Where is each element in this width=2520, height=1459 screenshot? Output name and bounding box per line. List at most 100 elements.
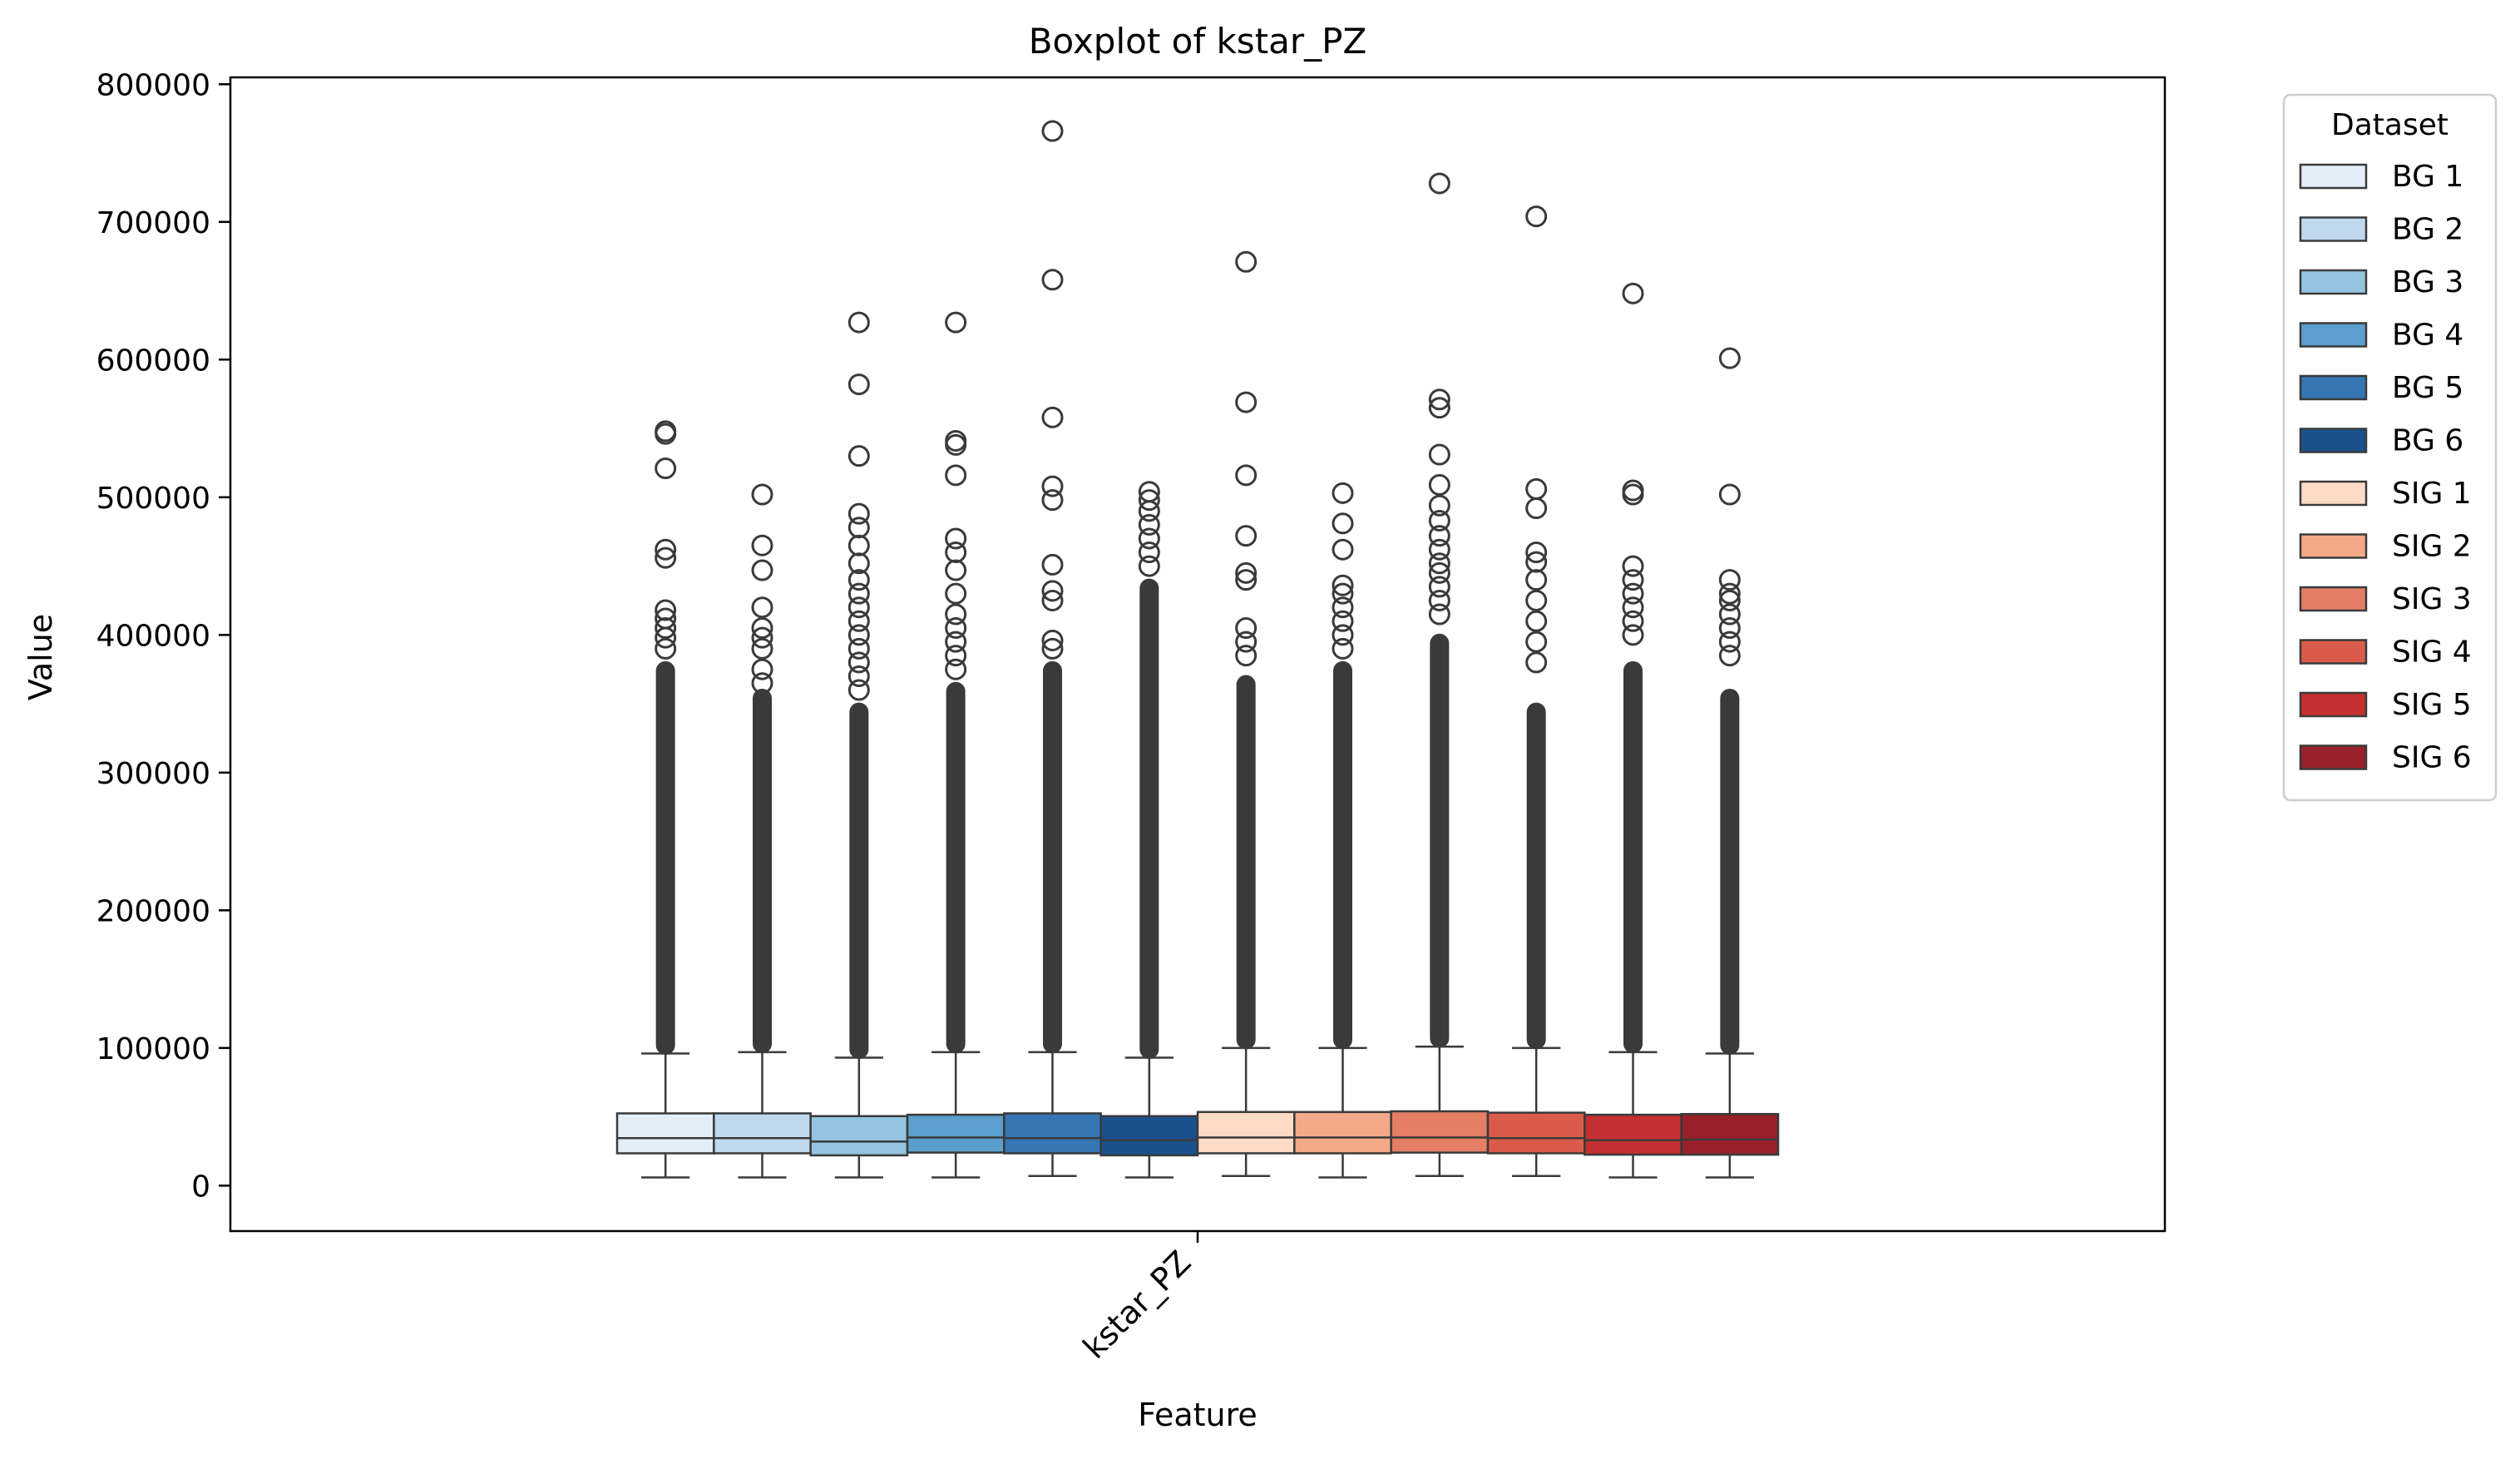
outlier-band bbox=[849, 702, 869, 1059]
outlier-point bbox=[847, 651, 870, 674]
box-iqr bbox=[615, 1112, 715, 1155]
outlier-point bbox=[1428, 576, 1450, 598]
outlier-point bbox=[1235, 617, 1258, 640]
legend-swatch bbox=[2299, 533, 2368, 559]
outlier-point bbox=[1525, 610, 1548, 632]
legend-item: SIG 5 bbox=[2299, 688, 2472, 722]
legend-label: SIG 3 bbox=[2392, 582, 2472, 616]
box-iqr bbox=[1584, 1113, 1682, 1156]
y-tick-label: 500000 bbox=[96, 482, 210, 516]
outlier-point bbox=[1718, 483, 1741, 506]
outlier-point bbox=[1235, 250, 1258, 273]
x-tick-label: kstar_PZ bbox=[1076, 1244, 1198, 1366]
outlier-point bbox=[1718, 617, 1741, 640]
outlier-point bbox=[1235, 391, 1258, 413]
outlier-point bbox=[847, 311, 870, 334]
outlier-point bbox=[655, 457, 677, 480]
outlier-point bbox=[1718, 603, 1741, 626]
box-sig-1 bbox=[1196, 250, 1296, 1178]
legend-swatch bbox=[2299, 163, 2368, 190]
box-iqr bbox=[1003, 1112, 1102, 1155]
outlier-point bbox=[1332, 596, 1354, 619]
box-bg-4 bbox=[906, 311, 1006, 1179]
outlier-point bbox=[1332, 538, 1354, 561]
outlier-point bbox=[1718, 645, 1741, 667]
legend-item: SIG 4 bbox=[2299, 636, 2472, 670]
box-sig-3 bbox=[1390, 172, 1490, 1178]
outlier-band bbox=[1526, 702, 1546, 1050]
outlier-point bbox=[1332, 637, 1354, 660]
legend-swatch bbox=[2299, 374, 2368, 401]
outlier-point bbox=[1041, 269, 1064, 291]
legend-swatch bbox=[2299, 428, 2368, 453]
outlier-point bbox=[1525, 589, 1548, 611]
outlier-point bbox=[1525, 205, 1548, 228]
outlier-point bbox=[1041, 637, 1064, 660]
outlier-point bbox=[1525, 569, 1548, 591]
outlier-point bbox=[1138, 527, 1160, 550]
outlier-point bbox=[847, 624, 870, 646]
y-tick-label: 700000 bbox=[96, 206, 210, 240]
box-bg-2 bbox=[713, 483, 812, 1179]
box-bg-1 bbox=[615, 420, 715, 1179]
outlier-point bbox=[1718, 582, 1741, 605]
outlier-point bbox=[1718, 347, 1741, 369]
legend-label: BG 1 bbox=[2392, 160, 2463, 194]
y-axis-ticks: 0 100000 200000 300000 400000 500000 600000 700… bbox=[96, 68, 230, 1204]
outlier-point bbox=[1041, 553, 1064, 576]
outlier-point bbox=[1525, 497, 1548, 520]
y-tick-label: 200000 bbox=[96, 894, 210, 928]
outlier-point bbox=[1332, 574, 1354, 596]
outlier-point bbox=[847, 552, 870, 575]
legend-item: SIG 1 bbox=[2299, 477, 2472, 511]
outlier-band bbox=[1430, 633, 1450, 1048]
box-iqr bbox=[809, 1115, 909, 1157]
outlier-point bbox=[1138, 542, 1160, 564]
outlier-point bbox=[1428, 388, 1450, 411]
box-sig-4 bbox=[1486, 205, 1586, 1178]
legend-swatch bbox=[2299, 744, 2368, 770]
box-bg-3 bbox=[809, 311, 909, 1179]
outlier-point bbox=[1041, 406, 1064, 428]
outlier-point bbox=[1428, 538, 1450, 561]
legend-item: SIG 3 bbox=[2299, 582, 2472, 616]
outlier-point bbox=[1428, 443, 1450, 466]
legend-label: BG 6 bbox=[2392, 424, 2463, 458]
outlier-point bbox=[945, 658, 967, 680]
outlier-band bbox=[1139, 578, 1159, 1059]
outlier-point bbox=[751, 617, 773, 640]
legend-swatch bbox=[2299, 691, 2368, 718]
outlier-point bbox=[751, 658, 773, 680]
outlier-point bbox=[1332, 624, 1354, 646]
outlier-point bbox=[1622, 582, 1644, 605]
chart-title: Boxplot of kstar_PZ bbox=[1029, 21, 1367, 62]
box-iqr bbox=[1099, 1115, 1199, 1157]
outlier-point bbox=[1428, 509, 1450, 532]
legend-item: BG 1 bbox=[2299, 160, 2463, 194]
outlier-point bbox=[1622, 610, 1644, 632]
outlier-point bbox=[945, 559, 967, 581]
outlier-point bbox=[1622, 596, 1644, 619]
outlier-point bbox=[1332, 512, 1354, 535]
box-bg-5 bbox=[1003, 120, 1102, 1178]
outlier-point bbox=[1138, 513, 1160, 536]
outlier-point bbox=[1525, 477, 1548, 500]
outlier-point bbox=[1525, 542, 1548, 564]
outlier-point bbox=[945, 603, 967, 626]
legend-swatch bbox=[2299, 322, 2368, 348]
legend-item: BG 3 bbox=[2299, 265, 2463, 299]
outlier-band bbox=[753, 689, 772, 1054]
outlier-point bbox=[945, 582, 967, 605]
legend-swatch bbox=[2299, 586, 2368, 612]
outlier-point bbox=[1235, 569, 1258, 591]
outlier-point bbox=[1428, 473, 1450, 496]
outlier-point bbox=[1332, 582, 1354, 605]
outlier-point bbox=[1622, 569, 1644, 591]
outlier-point bbox=[1428, 552, 1450, 575]
outlier-point bbox=[1235, 525, 1258, 547]
outlier-point bbox=[1428, 172, 1450, 195]
outlier-point bbox=[1525, 631, 1548, 653]
box-iqr bbox=[1293, 1110, 1392, 1155]
legend-label: BG 2 bbox=[2392, 213, 2463, 247]
outlier-point bbox=[847, 373, 870, 396]
